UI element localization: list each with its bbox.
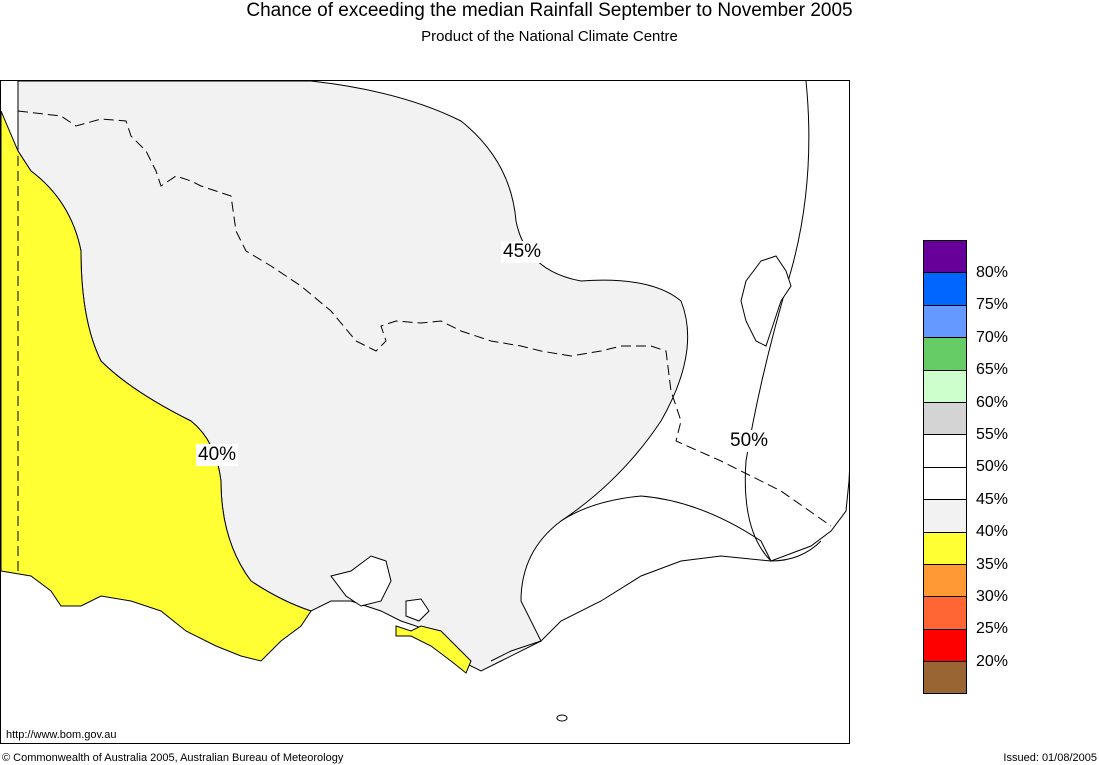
legend-swatch (923, 596, 967, 629)
legend-label: 30% (976, 588, 1009, 605)
legend-swatch (923, 240, 967, 273)
zone-35-40-west (1, 110, 312, 662)
legend-label: 25% (976, 620, 1009, 638)
small-island (556, 714, 568, 722)
issued-date: Issued: 01/08/2005 (1003, 752, 1097, 764)
legend-label: 70% (976, 328, 1009, 346)
legend-swatch (923, 531, 967, 564)
rainfall-map (1, 81, 849, 722)
legend-swatch (923, 466, 967, 500)
island-northeast (740, 255, 792, 347)
legend-label: 40% (976, 523, 1009, 541)
map-subtitle: Product of the National Climate Centre (421, 28, 678, 45)
legend-swatch (923, 304, 967, 338)
legend-swatch (923, 499, 967, 532)
legend-swatch (923, 628, 967, 662)
map-title: Chance of exceeding the median Rainfall … (246, 0, 853, 21)
legend-swatch (923, 563, 967, 597)
legend-label: 75% (976, 296, 1009, 314)
legend-label: 80% (976, 264, 1009, 281)
bay-east (405, 598, 430, 622)
contour-label-45: 45% (501, 241, 544, 263)
state-border-north (17, 110, 832, 527)
legend-label: 45% (976, 490, 1009, 508)
legend-label: 60% (976, 393, 1009, 411)
legend-swatch (923, 369, 967, 402)
legend-swatch (923, 272, 967, 305)
contour-label-50: 50% (728, 430, 771, 452)
legend-label: 20% (976, 652, 1009, 670)
bay-west (330, 555, 392, 607)
legend-swatch (923, 661, 967, 695)
legend-swatch (923, 434, 967, 467)
coast-east (490, 470, 849, 662)
legend (923, 240, 967, 695)
copyright-text: © Commonwealth of Australia 2005, Austra… (2, 752, 344, 764)
contour-45-east (560, 495, 772, 562)
bom-url: http://www.bom.gov.au (6, 729, 117, 741)
legend-label: 50% (976, 458, 1009, 476)
legend-swatch (923, 401, 967, 435)
map-frame: 45% 40% 50% (0, 80, 850, 744)
legend-swatch (923, 337, 967, 370)
zone-35-40-south (395, 625, 472, 674)
legend-label: 55% (976, 426, 1009, 443)
legend-label: 35% (976, 555, 1009, 573)
contour-label-40: 40% (196, 444, 239, 466)
legend-label: 65% (976, 361, 1009, 379)
